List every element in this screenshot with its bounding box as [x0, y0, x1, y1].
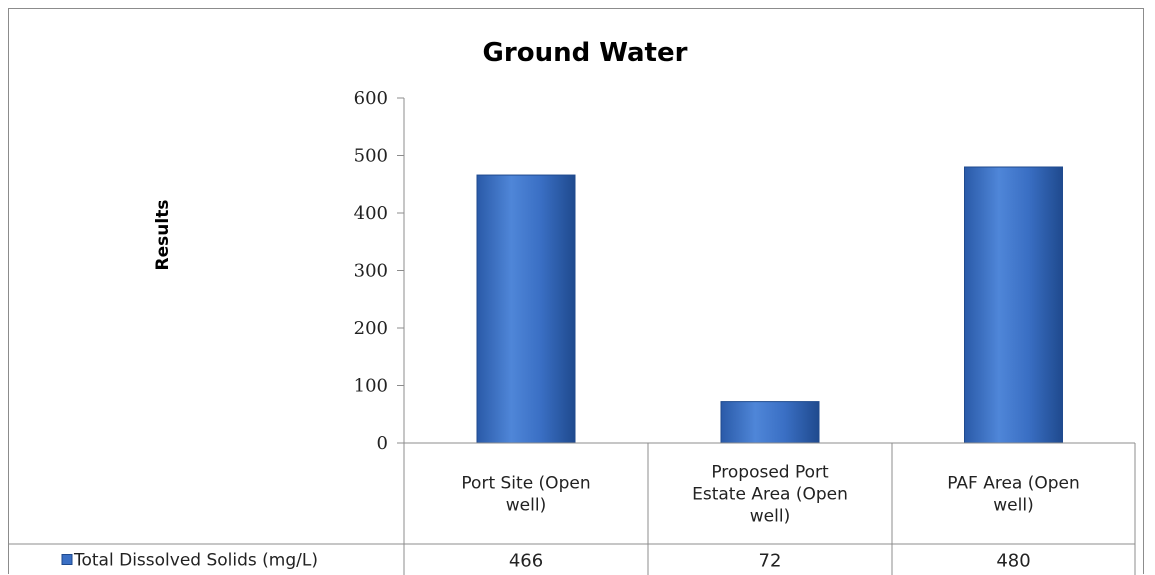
category-label: well) [993, 496, 1033, 516]
axis-group: 0 100 200 300 400 500 600 [354, 88, 405, 454]
y-axis-label: Results [153, 200, 173, 271]
bar [964, 166, 1063, 444]
bars-group [476, 166, 1063, 444]
chart-title: Ground Water [483, 38, 688, 68]
category-label: Port Site (Open [461, 474, 590, 494]
y-tick-label: 0 [377, 433, 388, 454]
bar [720, 401, 820, 444]
y-tick-label: 600 [354, 88, 388, 109]
y-tick-label: 300 [354, 261, 388, 282]
category-label: Estate Area (Open [692, 485, 848, 505]
y-tick-label: 100 [354, 376, 388, 397]
y-tick-label: 400 [354, 203, 388, 224]
bar [476, 174, 576, 444]
legend-label: Total Dissolved Solids (mg/L) [73, 551, 318, 571]
category-label: Proposed Port [711, 463, 829, 483]
data-table-value: 72 [759, 551, 782, 572]
chart-canvas: Ground Water Results 0 100 200 300 400 500 600… [9, 38, 1136, 575]
y-tick-label: 500 [354, 146, 388, 167]
category-label: well) [750, 507, 790, 527]
y-tick-label: 200 [354, 318, 388, 339]
chart-frame: Ground Water Results 0 100 200 300 400 500 600… [8, 8, 1144, 575]
category-label: well) [506, 496, 546, 516]
legend-marker [61, 554, 73, 565]
category-label: PAF Area (Open [947, 474, 1080, 494]
data-table-value: 480 [996, 551, 1030, 572]
data-table-value: 466 [509, 551, 543, 572]
